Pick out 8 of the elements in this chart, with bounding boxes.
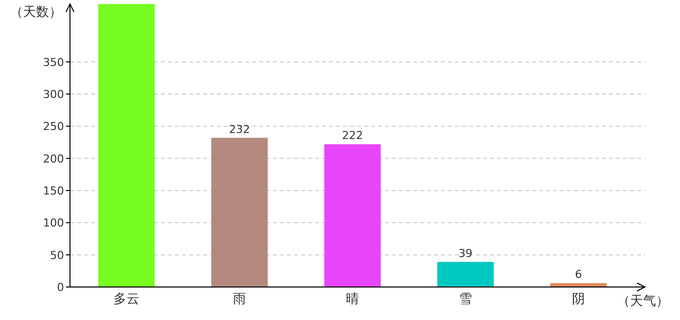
y-tick-label: 150 (43, 184, 64, 198)
y-tick-label: 100 (43, 216, 64, 230)
y-tick-label: 50 (50, 248, 64, 262)
y-tick-label: 250 (43, 120, 64, 134)
y-tick-label: 350 (43, 56, 64, 69)
y-tick-label: 200 (43, 152, 64, 166)
y-tick-label: 300 (43, 88, 64, 102)
y-tick-label: 0 (57, 281, 64, 294)
